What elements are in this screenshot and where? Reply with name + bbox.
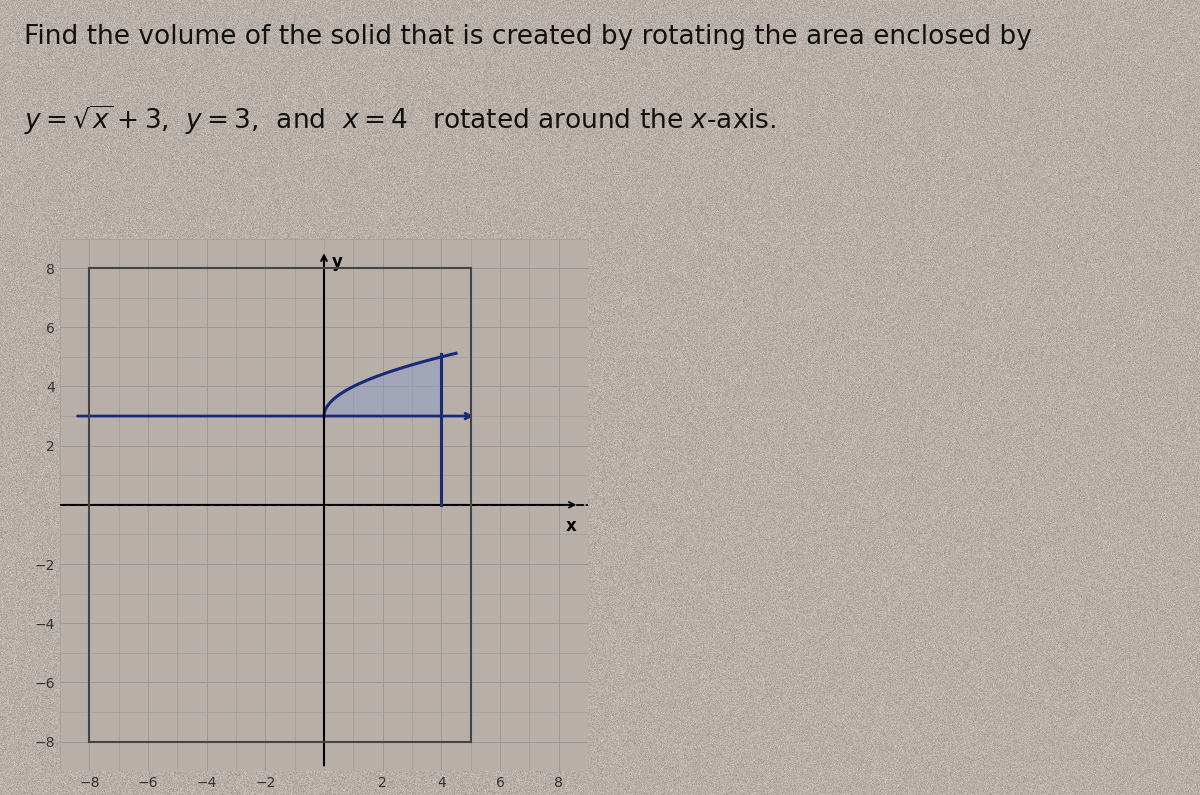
Bar xyxy=(89,268,470,742)
Text: Find the volume of the solid that is created by rotating the area enclosed by: Find the volume of the solid that is cre… xyxy=(24,24,1032,50)
Text: x: x xyxy=(565,517,576,535)
Text: $y = \sqrt{x} + 3$,  $y = 3$,  and  $x = 4$   rotated around the $x$-axis.: $y = \sqrt{x} + 3$, $y = 3$, and $x = 4$… xyxy=(24,103,776,137)
Text: y: y xyxy=(331,254,342,271)
